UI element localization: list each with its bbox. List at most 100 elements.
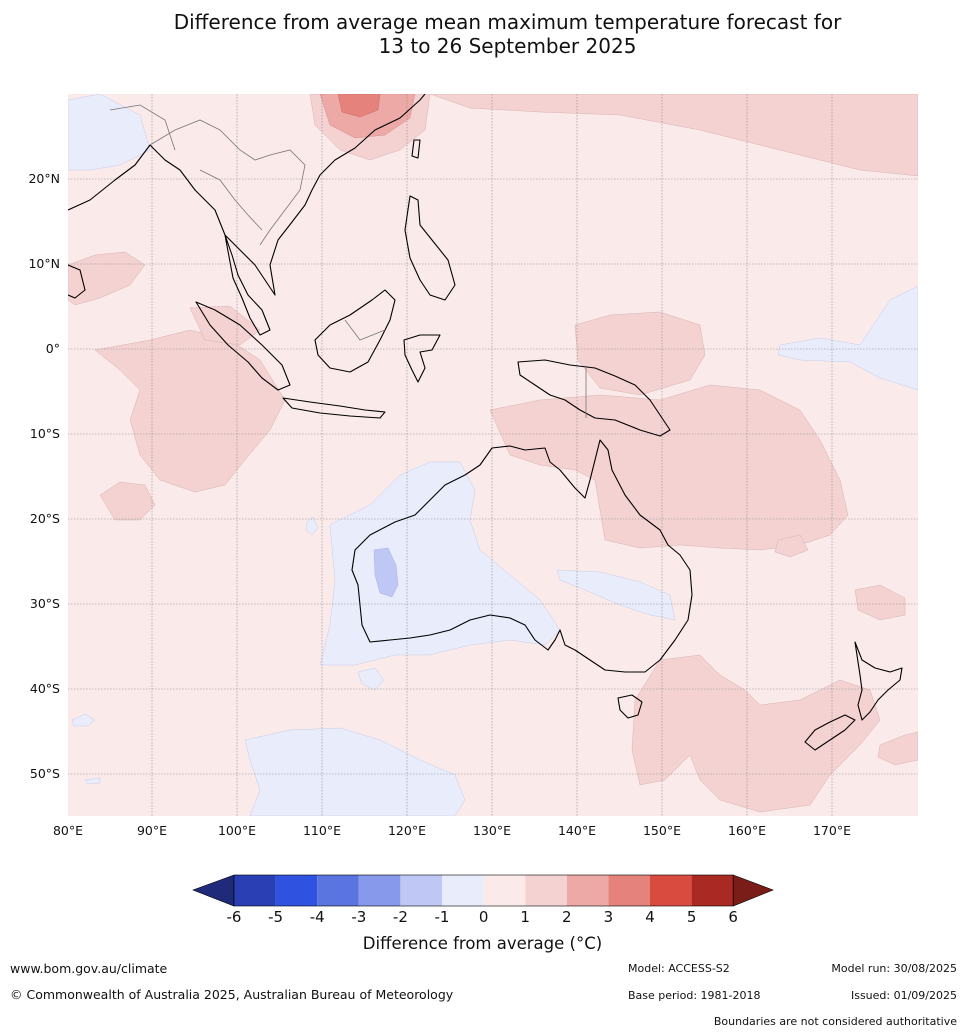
lon-tick-120e: 120°E (387, 823, 426, 838)
anomaly-field (68, 94, 918, 816)
lat-tick-10n: 10°N (28, 256, 60, 271)
lon-tick-140e: 140°E (557, 823, 596, 838)
graticule (68, 94, 918, 816)
colorbar-bin-neg5-neg4 (275, 875, 318, 906)
region-small-indian-ocean-2 (305, 516, 319, 536)
colorbar-bin-4-5 (650, 875, 692, 906)
colorbar-axis-label: Difference from average (°C) (362, 934, 603, 953)
region-east-china-sea-peak (337, 94, 381, 118)
boundary-myanmar (109, 104, 176, 151)
boundary-borneo (344, 319, 386, 341)
region-southern-ocean (244, 727, 466, 816)
lat-tick-10s: 10°S (29, 426, 60, 441)
region-south-australia-coast-island (357, 667, 385, 691)
malay-peninsula-coastline (224, 234, 271, 336)
region-tasman-sea-east (854, 584, 906, 621)
colorbar-bin-neg4-neg3 (317, 875, 359, 906)
region-west-pacific-equator (574, 311, 706, 396)
colorbar-tick: -3 (351, 908, 367, 926)
lat-tick-20n: 20°N (28, 171, 60, 186)
footer-base-period: Base period: 1981-2018 (628, 989, 761, 1002)
anomaly-band-3-to-4 (337, 94, 381, 118)
colorbar-bin-1-2 (525, 875, 567, 906)
lon-tick-80e: 80°E (52, 823, 84, 838)
lat-tick-30s: 30°S (29, 596, 60, 611)
colorbar-tick: -4 (309, 908, 325, 926)
colorbar-tick: -1 (434, 908, 450, 926)
lon-tick-170e: 170°E (812, 823, 851, 838)
colorbar-extend-low (192, 874, 235, 907)
new-guinea-coastline (517, 359, 671, 437)
region-pacific-east (68, 251, 146, 306)
lon-tick-160e: 160°E (727, 823, 766, 838)
footer-website: www.bom.gov.au/climate (10, 961, 168, 976)
sumatra-coastline (195, 301, 291, 391)
anomaly-band-neg1-to-0 (68, 94, 918, 816)
footer-issued: Issued: 01/09/2025 (850, 989, 957, 1002)
australia-coastline (351, 439, 693, 673)
colorbar-tick: 5 (686, 908, 697, 926)
colorbar-tick: -2 (392, 908, 408, 926)
colorbar-tick: -5 (268, 908, 284, 926)
footer-copyright: © Commonwealth of Australia 2025, Austra… (10, 987, 454, 1002)
colorbar-tick: -6 (226, 908, 242, 926)
lon-tick-150e: 150°E (642, 823, 681, 838)
colorbar-tick: 2 (562, 908, 572, 926)
colorbar-extend-high (732, 874, 774, 907)
lon-tick-100e: 100°E (217, 823, 256, 838)
tasmania-coastline (617, 694, 643, 719)
region-small-south (84, 777, 101, 785)
new-zealand-north-coastline (854, 641, 903, 721)
region-queensland-interior (556, 569, 676, 621)
colorbar-bin-0-1 (483, 875, 526, 906)
footer-model-run: Model run: 30/08/2025 (831, 962, 957, 975)
map-title-line-1: Difference from average mean maximum tem… (173, 10, 842, 34)
lon-tick-130e: 130°E (472, 823, 511, 838)
new-zealand-south-coastline (804, 714, 856, 751)
sulawesi-coastline (403, 334, 441, 383)
asia-mainland-coastline (68, 94, 426, 296)
footer-model: Model: ACCESS-S2 (628, 962, 730, 975)
lon-tick-110e: 110°E (302, 823, 341, 838)
region-indian-ocean-small (99, 481, 156, 521)
lon-tick-90e: 90°E (136, 823, 168, 838)
footer-disclaimer: Boundaries are not considered authoritat… (713, 1015, 957, 1028)
boundary-thailand (199, 169, 263, 231)
region-south-china-sea-west (68, 94, 151, 171)
region-small-east (774, 534, 809, 558)
map-title-line-2: 13 to 26 September 2025 (378, 34, 637, 58)
borneo-coastline (314, 289, 396, 373)
colorbar-bin-3-4 (608, 875, 650, 906)
colorbar-outline (233, 874, 734, 907)
colorbar-bin-neg3-neg2 (358, 875, 401, 906)
colorbar-bin-neg6-neg5 (234, 875, 276, 906)
anomaly-band-1-to-2 (68, 94, 918, 813)
lat-tick-0: 0° (45, 341, 60, 356)
java-coastline (282, 397, 386, 419)
colorbar-tick: 4 (645, 908, 655, 926)
coastlines (68, 94, 903, 751)
colorbar-tick: 0 (478, 908, 489, 926)
colorbar-tick: 1 (520, 908, 530, 926)
india-coastline (68, 264, 86, 299)
country-boundaries (109, 104, 587, 418)
region-sumatra-west (189, 305, 261, 346)
region-equatorial-pacific-east (777, 285, 918, 391)
colorbar-bin-neg1-0 (442, 875, 484, 906)
lat-tick-40s: 40°S (29, 681, 60, 696)
region-small-indian-ocean (71, 713, 96, 727)
region-north-pacific (429, 94, 918, 177)
region-tasman-sea-south (631, 654, 881, 813)
boundary-indochina (149, 119, 306, 246)
colorbar-tick: 6 (728, 908, 738, 926)
colorbar-bin-neg2-neg1 (400, 875, 442, 906)
region-south-of-nz (877, 731, 918, 766)
anomaly-band-neg2-to-neg1 (373, 547, 399, 598)
colorbar (192, 874, 774, 907)
colorbar-tick: 3 (603, 908, 614, 926)
colorbar-bin-2-3 (566, 875, 609, 906)
region-central-wa (373, 547, 399, 598)
taiwan-coastline (411, 139, 421, 159)
lat-tick-20s: 20°S (29, 511, 60, 526)
